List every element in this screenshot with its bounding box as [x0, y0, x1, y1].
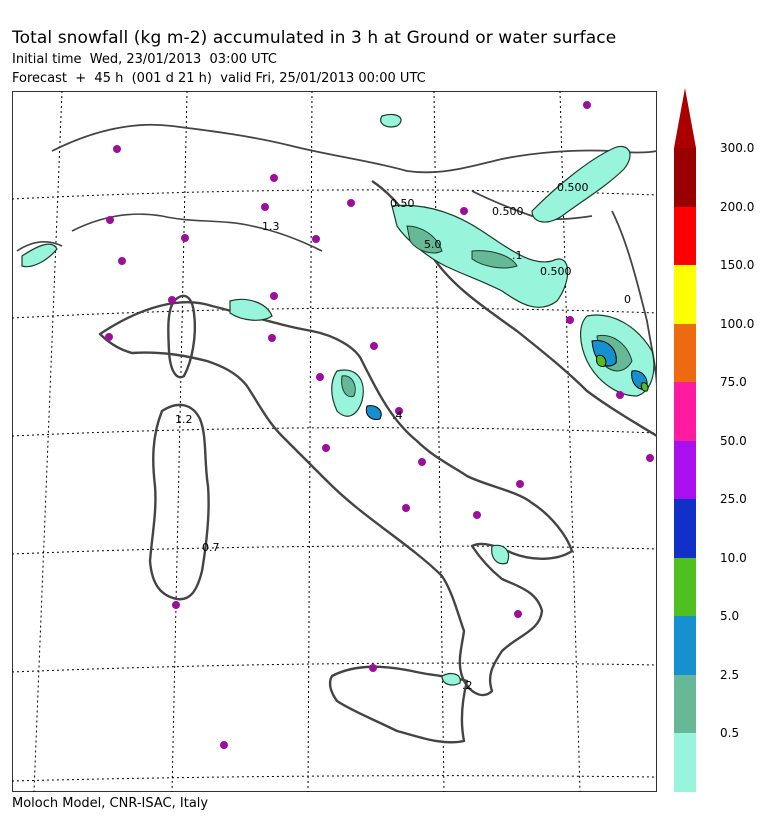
contour-label: 5.0 — [424, 238, 442, 251]
legend-label: 50.0 — [720, 433, 747, 448]
model-credit: Moloch Model, CNR-ISAC, Italy — [12, 796, 209, 811]
legend-label: 150.0 — [720, 258, 755, 272]
contour-label: 0.7 — [202, 541, 220, 554]
contour-label: .2 — [462, 679, 473, 692]
legend-swatch — [674, 557, 696, 616]
legend-label: 75.0 — [720, 375, 747, 389]
contour-label: 0.500 — [540, 265, 572, 278]
legend-swatch — [674, 382, 696, 441]
initial-time: Initial time Wed, 23/01/2013 03:00 UTC — [12, 52, 277, 67]
legend-swatch — [674, 616, 696, 675]
contour-label: 0.50 — [390, 197, 415, 210]
legend-label: 25.0 — [720, 492, 747, 506]
legend-swatch — [674, 206, 696, 265]
contour-label: 1.2 — [175, 413, 193, 426]
legend-swatch — [674, 499, 696, 558]
legend-label: 200.0 — [720, 199, 755, 214]
contour-label: .1 — [512, 249, 523, 262]
legend-swatch — [674, 674, 696, 733]
legend-swatch — [674, 265, 696, 324]
legend-swatch — [674, 733, 696, 792]
legend-swatch — [674, 440, 696, 499]
snow-5-plus — [365, 340, 649, 420]
contour-label: 0.500 — [492, 205, 524, 218]
map-title: Total snowfall (kg m-2) accumulated in 3… — [12, 28, 617, 48]
legend-label: 0.5 — [720, 726, 740, 740]
contour-label: .4 — [392, 409, 403, 422]
legend-swatch — [674, 148, 696, 207]
forecast-time: Forecast + 45 h (001 d 21 h) valid Fri, … — [12, 71, 426, 86]
legend-label: 5.0 — [720, 609, 740, 623]
legend-label: 300.0 — [720, 141, 755, 155]
city-markers — [105, 101, 654, 749]
snowfall-map: 1.3 0.50 0.500 5.0 .1 0.500 0.500 1.2 .4… — [12, 91, 657, 792]
contour-label: 1.3 — [262, 220, 280, 233]
contour-label: 0 — [624, 293, 631, 306]
legend-label: 10.0 — [720, 550, 747, 565]
contour-label: 0.500 — [557, 181, 589, 194]
contour-labels: 1.3 0.50 0.500 5.0 .1 0.500 0.500 1.2 .4… — [175, 181, 631, 692]
color-legend: 300.0 200.0 150.0 100.0 75.0 50.0 25.0 10.0 5.0 2… — [674, 88, 756, 792]
coastlines — [16, 123, 657, 744]
legend-label: 2.5 — [720, 667, 740, 682]
legend-arrow — [674, 88, 696, 148]
legend-swatch — [674, 323, 696, 382]
legend-label: 100.0 — [720, 316, 755, 331]
